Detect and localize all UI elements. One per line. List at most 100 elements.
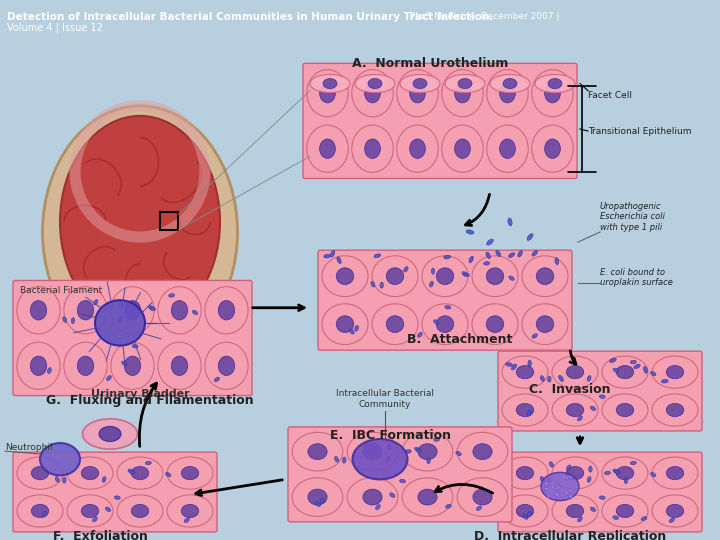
Ellipse shape [559, 375, 563, 381]
Ellipse shape [405, 450, 411, 453]
Ellipse shape [551, 485, 554, 489]
FancyBboxPatch shape [498, 351, 702, 431]
Ellipse shape [376, 504, 380, 510]
Ellipse shape [616, 504, 634, 518]
Ellipse shape [599, 496, 606, 500]
Ellipse shape [616, 366, 634, 379]
Ellipse shape [536, 316, 554, 333]
Ellipse shape [562, 475, 566, 478]
Ellipse shape [386, 456, 390, 462]
Ellipse shape [445, 306, 451, 309]
Ellipse shape [540, 376, 544, 381]
Bar [160, 212, 178, 230]
Text: F.  Exfoliation: F. Exfoliation [53, 530, 148, 540]
Ellipse shape [418, 332, 423, 338]
FancyBboxPatch shape [498, 452, 702, 532]
Ellipse shape [650, 472, 656, 477]
Ellipse shape [102, 476, 106, 482]
Ellipse shape [145, 461, 151, 465]
Ellipse shape [523, 514, 528, 519]
Ellipse shape [588, 375, 591, 381]
Ellipse shape [330, 251, 335, 257]
Text: E.  IBC Formation: E. IBC Formation [330, 429, 451, 442]
Ellipse shape [518, 251, 522, 257]
Ellipse shape [605, 471, 611, 475]
Ellipse shape [516, 366, 534, 379]
Ellipse shape [410, 139, 426, 158]
Ellipse shape [77, 356, 94, 375]
Ellipse shape [544, 481, 549, 486]
Ellipse shape [477, 506, 482, 510]
Ellipse shape [355, 325, 359, 331]
Text: PLoS Medicine. December 2007 |: PLoS Medicine. December 2007 | [407, 12, 559, 21]
Ellipse shape [105, 507, 111, 511]
Ellipse shape [125, 356, 140, 375]
Ellipse shape [516, 504, 534, 518]
Ellipse shape [343, 457, 346, 463]
Ellipse shape [486, 268, 504, 285]
Text: Volume 4 | Issue 12: Volume 4 | Issue 12 [7, 23, 103, 33]
Ellipse shape [544, 84, 560, 103]
Ellipse shape [83, 419, 138, 449]
Ellipse shape [114, 496, 120, 500]
Ellipse shape [324, 254, 330, 258]
Ellipse shape [516, 467, 534, 480]
Ellipse shape [610, 358, 616, 362]
Ellipse shape [616, 467, 634, 480]
Ellipse shape [63, 317, 67, 322]
Ellipse shape [81, 504, 99, 518]
Ellipse shape [547, 494, 550, 498]
Ellipse shape [527, 410, 531, 416]
Ellipse shape [444, 255, 451, 259]
Ellipse shape [168, 294, 175, 297]
Ellipse shape [320, 139, 336, 158]
Ellipse shape [355, 75, 395, 93]
Text: Intracellular Bacterial
Community: Intracellular Bacterial Community [336, 389, 434, 409]
Ellipse shape [462, 272, 467, 276]
Ellipse shape [433, 438, 440, 441]
Ellipse shape [541, 472, 579, 501]
Ellipse shape [30, 301, 47, 320]
Ellipse shape [508, 253, 515, 258]
Ellipse shape [511, 364, 517, 370]
Ellipse shape [400, 480, 405, 483]
Ellipse shape [454, 139, 470, 158]
Ellipse shape [60, 116, 220, 328]
Ellipse shape [192, 310, 198, 315]
Ellipse shape [564, 490, 568, 495]
Ellipse shape [171, 301, 188, 320]
Ellipse shape [400, 75, 440, 93]
Ellipse shape [416, 449, 422, 452]
Ellipse shape [132, 345, 138, 348]
Text: A.  Normal Urothelium: A. Normal Urothelium [352, 57, 508, 70]
Ellipse shape [490, 75, 530, 93]
Ellipse shape [566, 467, 584, 480]
Ellipse shape [364, 442, 368, 448]
Ellipse shape [30, 356, 47, 375]
Ellipse shape [120, 301, 123, 307]
Ellipse shape [536, 268, 554, 285]
Ellipse shape [427, 457, 431, 464]
Ellipse shape [496, 251, 501, 256]
Ellipse shape [454, 84, 470, 103]
Ellipse shape [555, 258, 559, 265]
Ellipse shape [118, 316, 122, 322]
Ellipse shape [323, 78, 337, 89]
Ellipse shape [509, 276, 514, 280]
Ellipse shape [590, 507, 595, 511]
Ellipse shape [540, 477, 544, 482]
Ellipse shape [337, 257, 341, 264]
Ellipse shape [464, 273, 469, 276]
Ellipse shape [40, 443, 80, 475]
Ellipse shape [532, 334, 537, 338]
Ellipse shape [458, 78, 472, 89]
Ellipse shape [614, 470, 620, 474]
Ellipse shape [568, 476, 572, 479]
Ellipse shape [48, 368, 51, 374]
Ellipse shape [455, 468, 462, 472]
Ellipse shape [454, 485, 458, 491]
Ellipse shape [386, 268, 404, 285]
Ellipse shape [500, 84, 516, 103]
Text: Bacterial Filament: Bacterial Filament [20, 286, 102, 294]
Text: C.  Invasion: C. Invasion [529, 383, 611, 396]
